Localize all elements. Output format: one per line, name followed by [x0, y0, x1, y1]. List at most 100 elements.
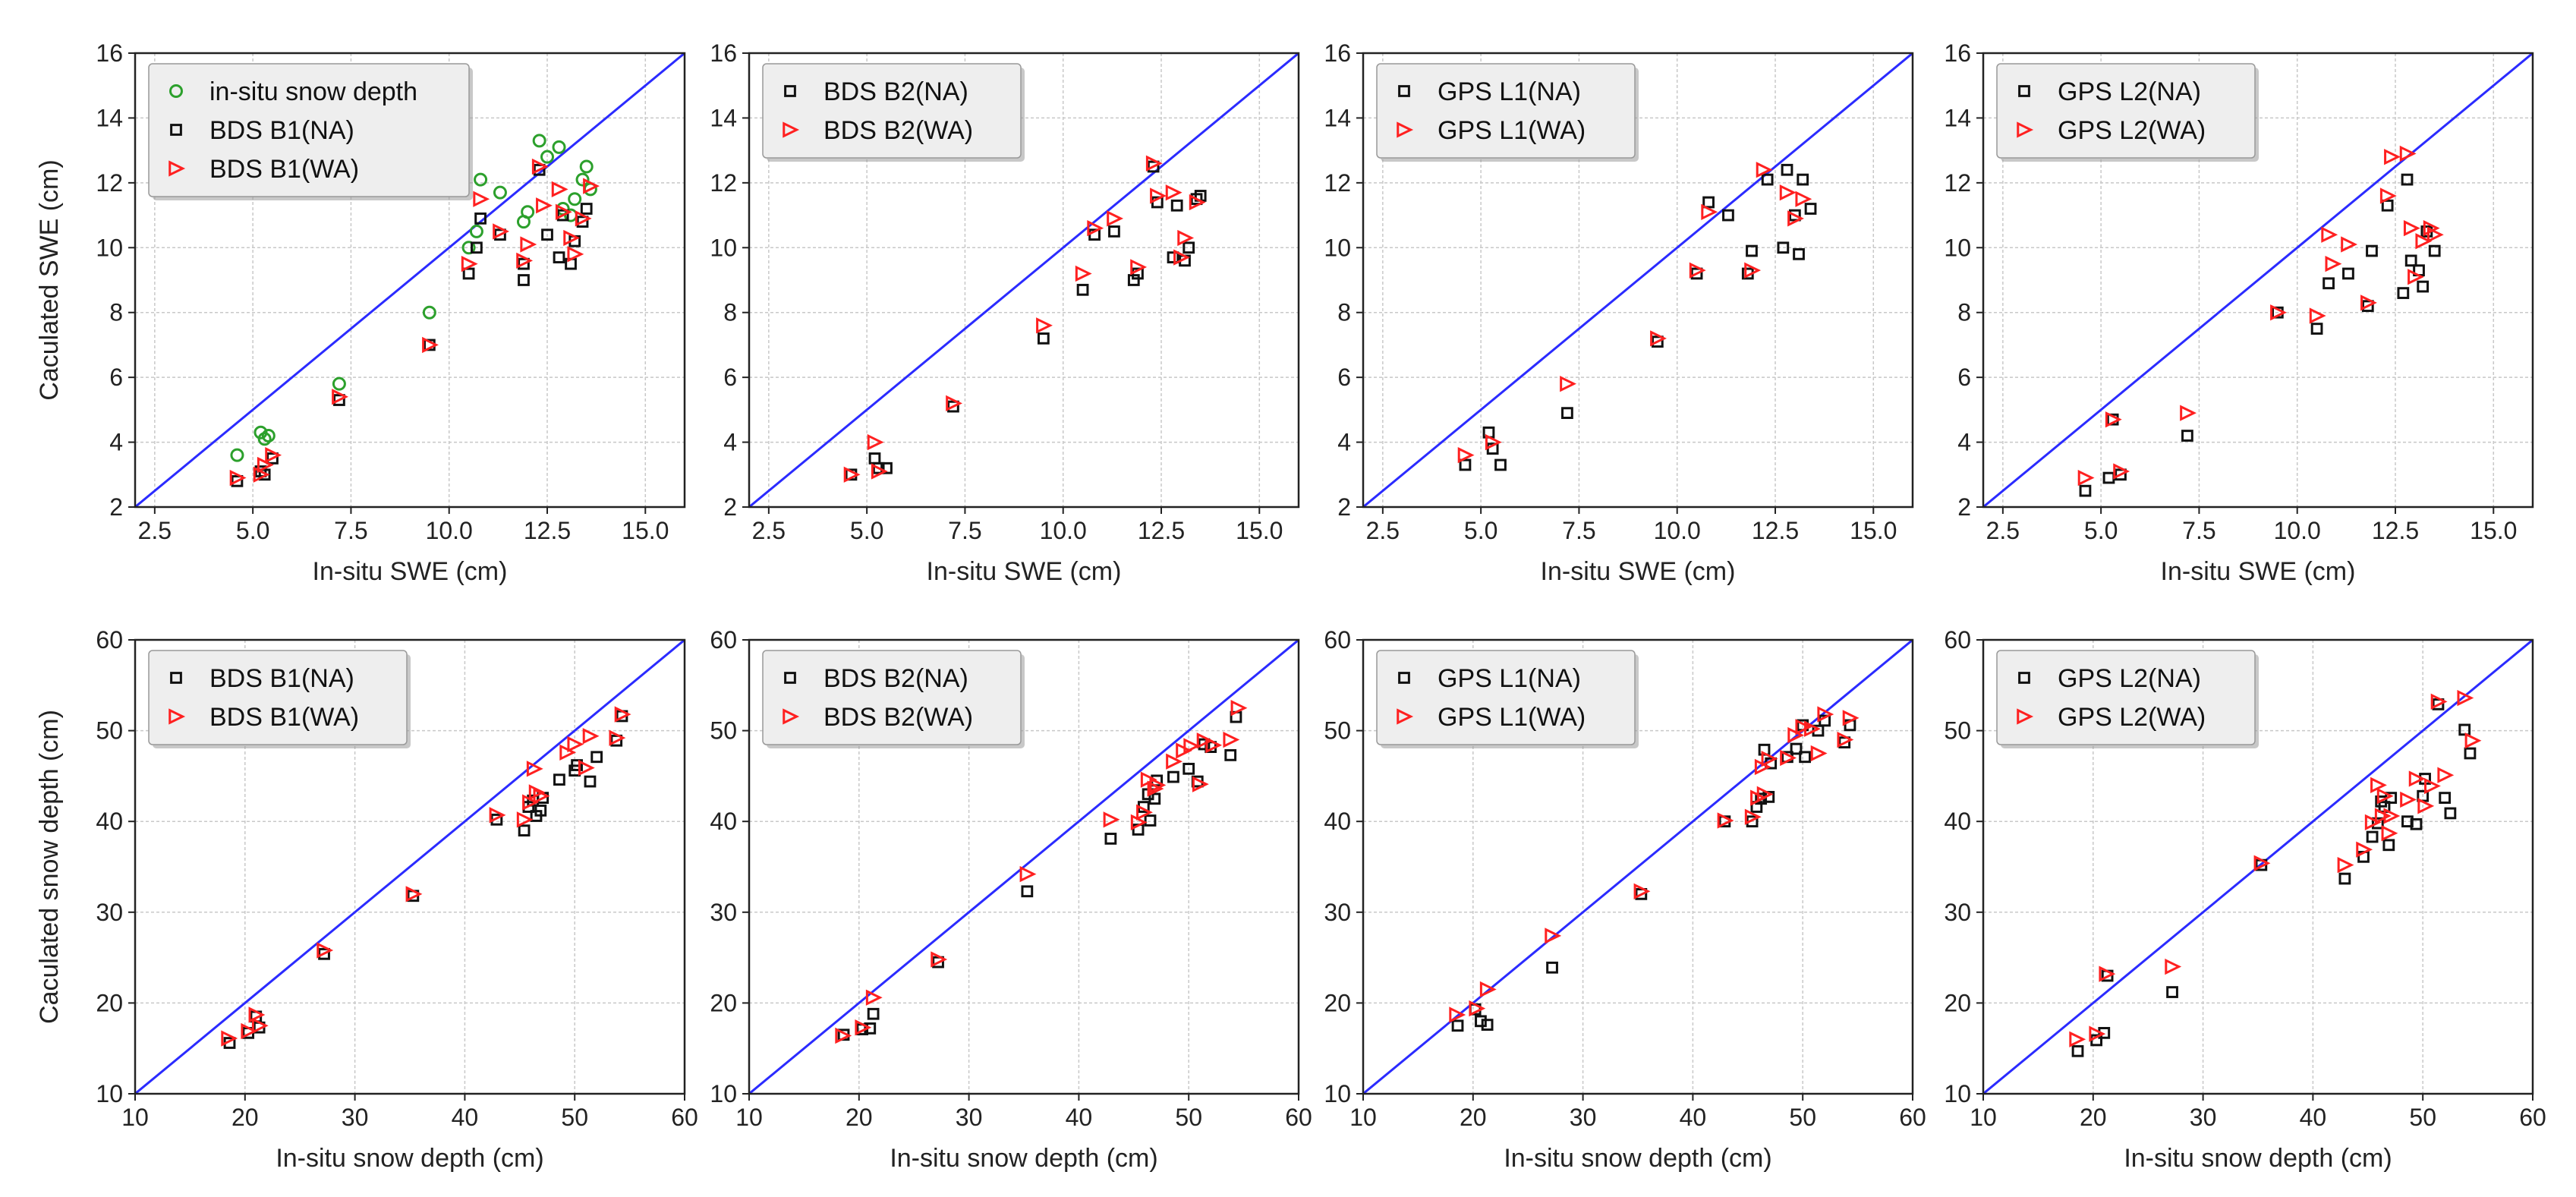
- x-tick-label: 30: [956, 1104, 983, 1131]
- data-point-triangle: [1479, 981, 1497, 998]
- data-point-triangle: [1173, 249, 1190, 266]
- data-point-triangle: [867, 433, 884, 451]
- x-tick-label: 10.0: [2274, 517, 2321, 544]
- data-point-square: [1108, 225, 1120, 238]
- data-points: [1457, 162, 1817, 471]
- x-tick-label: 10: [1349, 1104, 1377, 1131]
- data-point-triangle: [536, 197, 553, 214]
- x-tick-label: 30: [1570, 1104, 1597, 1131]
- data-point-triangle: [2165, 958, 2182, 975]
- data-point-triangle: [583, 178, 600, 194]
- y-tick-label: 14: [1944, 104, 1971, 131]
- data-point-triangle: [1166, 753, 1183, 770]
- data-point-square: [2417, 280, 2430, 293]
- legend-box: [1996, 63, 2256, 159]
- legend: GPS L1(NA) GPS L1(WA): [1376, 650, 1639, 748]
- y-tick-label: 10: [96, 234, 123, 261]
- data-point-triangle: [2383, 808, 2401, 824]
- y-tick-label: 12: [1944, 169, 1971, 197]
- data-point-triangle: [1787, 726, 1805, 744]
- y-tick-label: 14: [710, 104, 737, 131]
- data-point-triangle: [2464, 732, 2482, 749]
- y-tick-label: 60: [1324, 626, 1351, 654]
- data-point-square: [1702, 196, 1715, 209]
- data-points: [2077, 145, 2444, 497]
- y-tick-label: 20: [1324, 989, 1351, 1016]
- y-tick-label: 8: [723, 299, 737, 326]
- x-tick-label: 40: [2300, 1104, 2327, 1131]
- y-axis-label: Caculated snow depth (cm): [35, 710, 64, 1024]
- data-point-triangle: [2426, 226, 2444, 243]
- x-tick-label: 2.5: [1986, 517, 2020, 544]
- data-point-square: [1147, 160, 1160, 173]
- data-point-triangle: [843, 466, 861, 483]
- data-point-square: [584, 775, 597, 788]
- x-tick-label: 2.5: [752, 517, 786, 544]
- legend-entry-label: GPS L1(WA): [1438, 703, 1586, 732]
- y-tick-label: 30: [1944, 899, 1971, 926]
- data-point-square: [1183, 762, 1195, 775]
- legend-marker-square: [2018, 85, 2030, 97]
- data-point-square: [1722, 209, 1734, 222]
- data-point-square: [534, 804, 547, 817]
- y-tick-label: 6: [109, 364, 123, 391]
- data-point-square: [1167, 770, 1179, 783]
- legend-marker-triangle: [783, 121, 800, 138]
- data-point-square: [2366, 830, 2379, 843]
- x-tick-label: 50: [2409, 1104, 2436, 1131]
- x-tick-label: 5.0: [2084, 517, 2118, 544]
- data-point-triangle: [559, 744, 577, 761]
- legend-entry-label: BDS B2(NA): [824, 77, 968, 106]
- data-point-square: [571, 759, 583, 771]
- y-tick-label: 30: [96, 899, 123, 926]
- data-point-triangle: [2370, 776, 2387, 794]
- data-point-triangle: [1795, 191, 1812, 207]
- identity-line: [135, 53, 685, 507]
- data-point-triangle: [1223, 731, 1240, 748]
- data-point-triangle: [461, 255, 478, 272]
- data-point-square: [2371, 817, 2384, 830]
- axes-frame: [134, 52, 686, 509]
- legend-entry-label: GPS L1(NA): [1438, 664, 1581, 693]
- x-tick-label: 12.5: [1138, 517, 1185, 544]
- data-point-square: [2342, 267, 2354, 280]
- legend-marker-square: [170, 124, 182, 136]
- x-tick-label: 5.0: [1464, 517, 1497, 544]
- x-axis-label: In-situ SWE (cm): [927, 557, 1122, 586]
- y-tick-label: 20: [710, 989, 737, 1016]
- data-point-triangle: [1795, 719, 1812, 736]
- x-tick-label: 50: [561, 1104, 588, 1131]
- y-tick-label: 6: [1337, 364, 1351, 391]
- data-point-square: [947, 400, 959, 413]
- data-point-triangle: [1130, 259, 1148, 276]
- data-point-square: [471, 241, 483, 254]
- data-point-triangle: [2379, 187, 2397, 204]
- data-point-square: [880, 461, 893, 474]
- y-tick-label: 60: [710, 626, 737, 654]
- data-point-square: [2382, 839, 2395, 852]
- y-tick-label: 4: [1337, 429, 1351, 456]
- chart-panel-7: 10 20 30 40 50 60 10 20 30 40 50 60 In-situ snow dep…: [1324, 626, 1926, 1173]
- data-point-triangle: [1205, 737, 1223, 754]
- y-tick-label: 30: [1324, 899, 1351, 926]
- data-point-triangle: [1810, 745, 1828, 762]
- data-point-square: [1148, 792, 1161, 805]
- data-point-square: [553, 251, 565, 263]
- x-tick-label: 15.0: [1850, 517, 1897, 544]
- legend-entry-label: GPS L1(WA): [1438, 116, 1586, 145]
- legend-entry-label: BDS B2(WA): [824, 116, 973, 145]
- y-tick-label: 2: [1337, 493, 1351, 521]
- data-point-triangle: [2415, 233, 2433, 250]
- x-tick-label: 7.5: [948, 517, 981, 544]
- data-point-triangle: [241, 1022, 258, 1040]
- y-tick-label: 4: [1957, 429, 1971, 456]
- data-point-square: [2381, 199, 2394, 212]
- data-point-triangle: [2384, 149, 2401, 165]
- y-tick-label: 30: [710, 899, 737, 926]
- data-point-triangle: [1036, 317, 1053, 334]
- data-point-square: [1690, 267, 1703, 280]
- data-point-square: [2464, 747, 2477, 760]
- data-point-triangle: [2374, 808, 2392, 824]
- data-point-triangle: [2408, 269, 2424, 285]
- x-tick-label: 15.0: [2470, 517, 2517, 544]
